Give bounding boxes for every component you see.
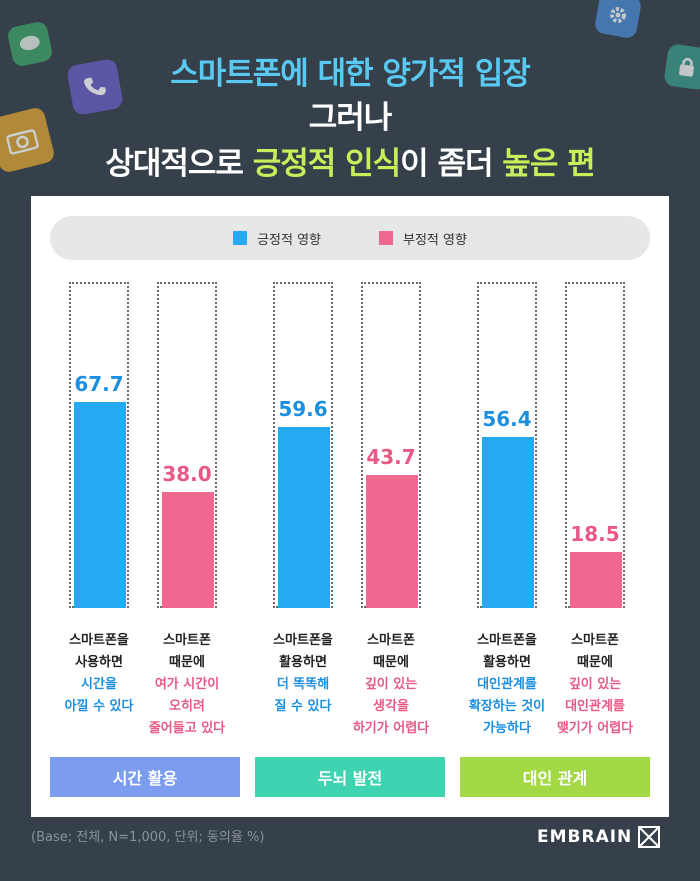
caption-line: 오히려 (169, 699, 205, 714)
caption-line: 생각을 (373, 699, 409, 714)
caption-line: 스마트폰을 (273, 633, 333, 648)
data-label: 67.7 (74, 372, 124, 397)
title-line-3-text-a: 상대적으로 (105, 146, 253, 182)
caption-line: 하기가 어렵다 (352, 721, 430, 736)
category-label: 대인 관계 (460, 757, 650, 797)
caption-line: 스마트폰을 (477, 633, 537, 648)
bar-negative (162, 492, 214, 608)
title-highlight-higher: 높은 편 (502, 146, 595, 182)
bar-positive (482, 436, 534, 608)
caption-line: 질 수 있다 (274, 699, 332, 714)
title-line-2: 그러나 (308, 100, 393, 136)
data-label: 56.4 (482, 406, 532, 431)
caption-line: 활용하면 (279, 655, 327, 670)
data-label: 59.6 (278, 396, 328, 421)
lock-icon (663, 43, 700, 91)
legend-item-positive: 긍정적 영향 (233, 229, 321, 248)
bar-negative (366, 475, 418, 608)
caption-line: 때문에 (577, 655, 613, 670)
base-note: (Base; 전체, N=1,000, 단위; 동의율 %) (31, 830, 265, 845)
caption-line: 깊이 있는 (364, 677, 418, 692)
data-label: 18.5 (570, 521, 620, 546)
caption-line: 스마트폰 (367, 633, 415, 648)
title-line-3: 상대적으로 긍정적 인식이 좀더 높은 편 (0, 138, 700, 183)
message-icon (6, 20, 54, 68)
brand-mark-icon (638, 826, 661, 848)
data-label: 38.0 (162, 462, 212, 487)
caption-line: 활용하면 (483, 655, 531, 670)
caption-line: 아낄 수 있다 (64, 699, 134, 714)
caption-line: 가능하다 (483, 721, 531, 736)
caption-line: 맺기가 어렵다 (556, 721, 634, 736)
title-line-3-text-b: 이 좀더 (400, 146, 503, 182)
legend-swatch-positive (233, 231, 248, 245)
chart-legend: 긍정적 영향 부정적 영향 (50, 216, 650, 260)
brand-name: EMBRAIN (537, 827, 633, 847)
category-label: 시간 활용 (50, 757, 240, 797)
caption-line: 깊이 있는 (568, 677, 622, 692)
brand-logo: EMBRAIN (537, 826, 661, 848)
caption-line: 대인관계를 (477, 677, 537, 692)
caption-line: 줄어들고 있다 (148, 721, 226, 736)
legend-item-negative: 부정적 영향 (379, 229, 467, 248)
caption-line: 스마트폰 (163, 633, 211, 648)
category-label: 두뇌 발전 (255, 757, 445, 797)
phone-icon (66, 58, 124, 116)
caption-line: 스마트폰 (571, 633, 619, 648)
bar-negative (570, 551, 622, 608)
legend-label-negative: 부정적 영향 (403, 232, 467, 248)
bar-positive (74, 402, 126, 608)
legend-label-positive: 긍정적 영향 (257, 232, 321, 248)
caption-line: 시간을 (81, 677, 117, 692)
caption-line: 때문에 (373, 655, 409, 670)
data-label: 43.7 (366, 445, 416, 470)
legend-swatch-negative (379, 231, 393, 245)
caption-line: 여가 시간이 (154, 677, 220, 692)
caption-line: 대인관계를 (565, 699, 625, 714)
gear-icon (593, 0, 643, 40)
title-line-1: 스마트폰에 대한 양가적 입장 (170, 56, 531, 92)
caption-line: 확장하는 것이 (468, 699, 546, 714)
caption-line: 더 똑똑해 (276, 677, 330, 692)
caption-line: 스마트폰을 (69, 633, 129, 648)
title-highlight-positive: 긍정적 인식 (252, 146, 401, 182)
camera-icon (0, 106, 56, 174)
caption-line: 때문에 (169, 655, 205, 670)
caption-line: 사용하면 (75, 655, 123, 670)
bar-positive (278, 426, 330, 608)
